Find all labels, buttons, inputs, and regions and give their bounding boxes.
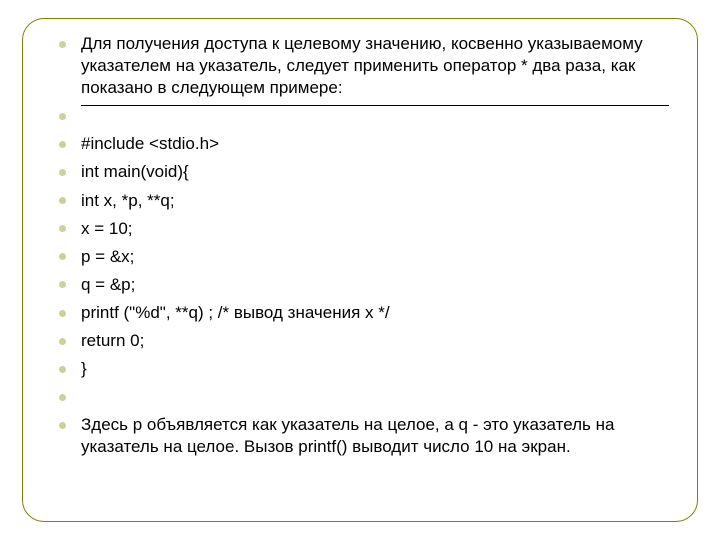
list-item: int main(void){	[51, 161, 669, 183]
list-item-text: #include <stdio.h>	[81, 134, 219, 153]
list-item	[51, 105, 669, 127]
list-item-text: Здесь p объявляется как указатель на цел…	[81, 415, 614, 456]
list-item-text: x = 10;	[81, 219, 133, 238]
list-item-text: }	[81, 359, 87, 378]
list-item-text: q = &p;	[81, 275, 135, 294]
list-item-text: Для получения доступа к целевому значени…	[81, 34, 643, 97]
divider	[81, 105, 669, 106]
list-item: return 0;	[51, 330, 669, 352]
content-frame: Для получения доступа к целевому значени…	[22, 18, 698, 522]
list-item-text: printf ("%d", **q) ; /* вывод значения x…	[81, 303, 390, 322]
list-item: printf ("%d", **q) ; /* вывод значения x…	[51, 302, 669, 324]
list-item: q = &p;	[51, 274, 669, 296]
list-item-text: return 0;	[81, 331, 144, 350]
list-item-text: int x, *р, **q;	[81, 191, 175, 210]
list-item: x = 10;	[51, 218, 669, 240]
list-item: Здесь p объявляется как указатель на цел…	[51, 414, 669, 458]
list-item: р = &x;	[51, 246, 669, 268]
list-item: int x, *р, **q;	[51, 190, 669, 212]
bullet-list: Для получения доступа к целевому значени…	[51, 33, 669, 459]
slide: Для получения доступа к целевому значени…	[0, 0, 720, 540]
list-item	[51, 386, 669, 408]
list-item-text: р = &x;	[81, 247, 134, 266]
list-item-text: int main(void){	[81, 162, 189, 181]
list-item: }	[51, 358, 669, 380]
list-item: #include <stdio.h>	[51, 133, 669, 155]
list-item: Для получения доступа к целевому значени…	[51, 33, 669, 99]
